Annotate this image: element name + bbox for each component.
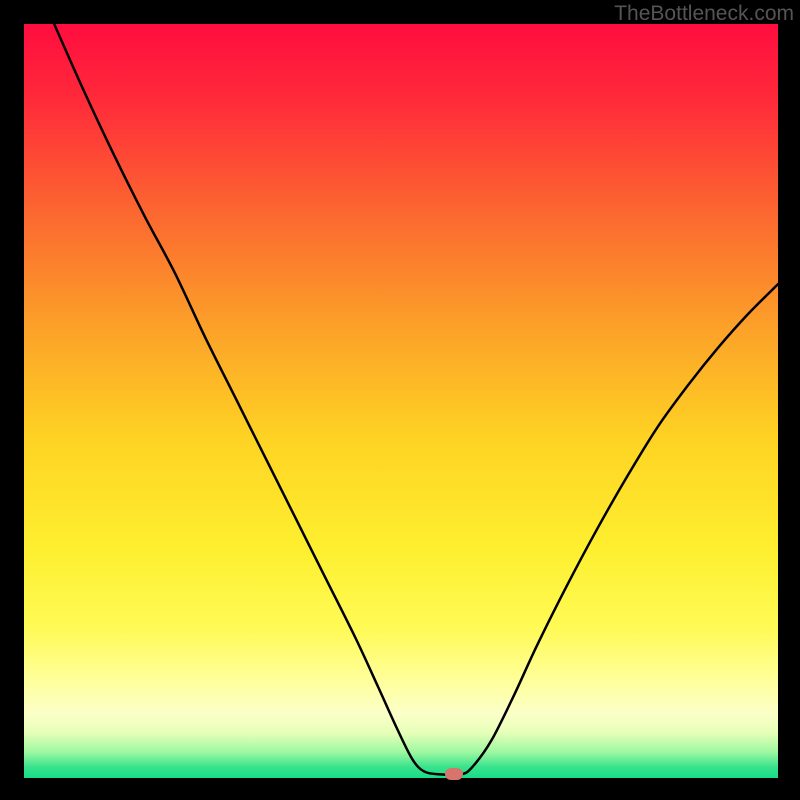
optimum-marker <box>445 768 463 780</box>
watermark-text: TheBottleneck.com <box>614 2 794 26</box>
bottleneck-curve <box>0 0 800 800</box>
chart-container: TheBottleneck.com <box>0 0 800 800</box>
